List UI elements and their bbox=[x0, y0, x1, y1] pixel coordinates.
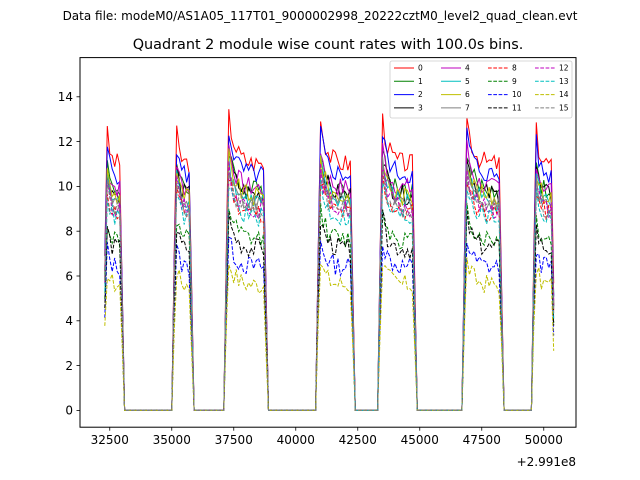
series-line-0 bbox=[104, 109, 555, 411]
x-axis: 32500 35000 37500 40000 42500 45000 47500 50000 bbox=[91, 427, 563, 447]
legend-label-4: 4 bbox=[465, 64, 470, 73]
legend-label-3: 3 bbox=[418, 103, 423, 112]
x-tick-label: 40000 bbox=[277, 433, 315, 447]
legend-label-10: 10 bbox=[512, 90, 522, 99]
x-axis-offset-label: +2.991e8 bbox=[517, 455, 576, 469]
legend-label-1: 1 bbox=[418, 77, 423, 86]
series-line-10 bbox=[104, 236, 555, 411]
y-tick-label: 14 bbox=[58, 90, 73, 104]
legend-label-6: 6 bbox=[465, 90, 470, 99]
y-tick-label: 0 bbox=[65, 404, 73, 418]
y-tick-label: 8 bbox=[65, 225, 73, 239]
legend-label-7: 7 bbox=[465, 103, 470, 112]
chart-title: Quadrant 2 module wise count rates with … bbox=[133, 37, 524, 53]
y-tick-label: 10 bbox=[58, 180, 73, 194]
series-line-2 bbox=[104, 126, 555, 411]
series-line-7 bbox=[104, 156, 555, 411]
x-tick-label: 50000 bbox=[525, 433, 563, 447]
legend-label-15: 15 bbox=[559, 103, 569, 112]
series-line-11 bbox=[104, 209, 555, 411]
legend-box bbox=[389, 60, 573, 119]
x-tick-label: 37500 bbox=[215, 433, 253, 447]
x-tick-label: 47500 bbox=[463, 433, 501, 447]
y-tick-label: 12 bbox=[58, 135, 73, 149]
series-line-13 bbox=[104, 179, 555, 411]
legend-label-9: 9 bbox=[512, 77, 517, 86]
x-tick-label: 32500 bbox=[91, 433, 129, 447]
plot-lines bbox=[104, 109, 555, 411]
legend-label-13: 13 bbox=[559, 77, 569, 86]
x-tick-label: 35000 bbox=[153, 433, 191, 447]
legend-label-0: 0 bbox=[418, 64, 423, 73]
series-line-15 bbox=[104, 165, 555, 411]
x-tick-label: 45000 bbox=[401, 433, 439, 447]
series-line-4 bbox=[104, 140, 555, 411]
axes-frame bbox=[79, 57, 577, 428]
x-tick-label: 42500 bbox=[339, 433, 377, 447]
legend-label-5: 5 bbox=[465, 77, 470, 86]
y-tick-label: 2 bbox=[65, 359, 73, 373]
legend-label-14: 14 bbox=[559, 90, 569, 99]
series-line-9 bbox=[104, 202, 555, 411]
y-tick-label: 4 bbox=[65, 314, 73, 328]
series-line-14 bbox=[104, 257, 555, 411]
legend-label-11: 11 bbox=[512, 103, 522, 112]
legend-label-12: 12 bbox=[559, 64, 569, 73]
chart-suptitle: Data file: modeM0/AS1A05_117T01_90000029… bbox=[63, 9, 578, 23]
y-axis: 0 2 4 6 8 10 12 14 bbox=[58, 90, 80, 418]
series-line-6 bbox=[104, 148, 555, 411]
y-tick-label: 6 bbox=[65, 269, 73, 283]
legend-label-8: 8 bbox=[512, 64, 517, 73]
legend-label-2: 2 bbox=[418, 90, 423, 99]
